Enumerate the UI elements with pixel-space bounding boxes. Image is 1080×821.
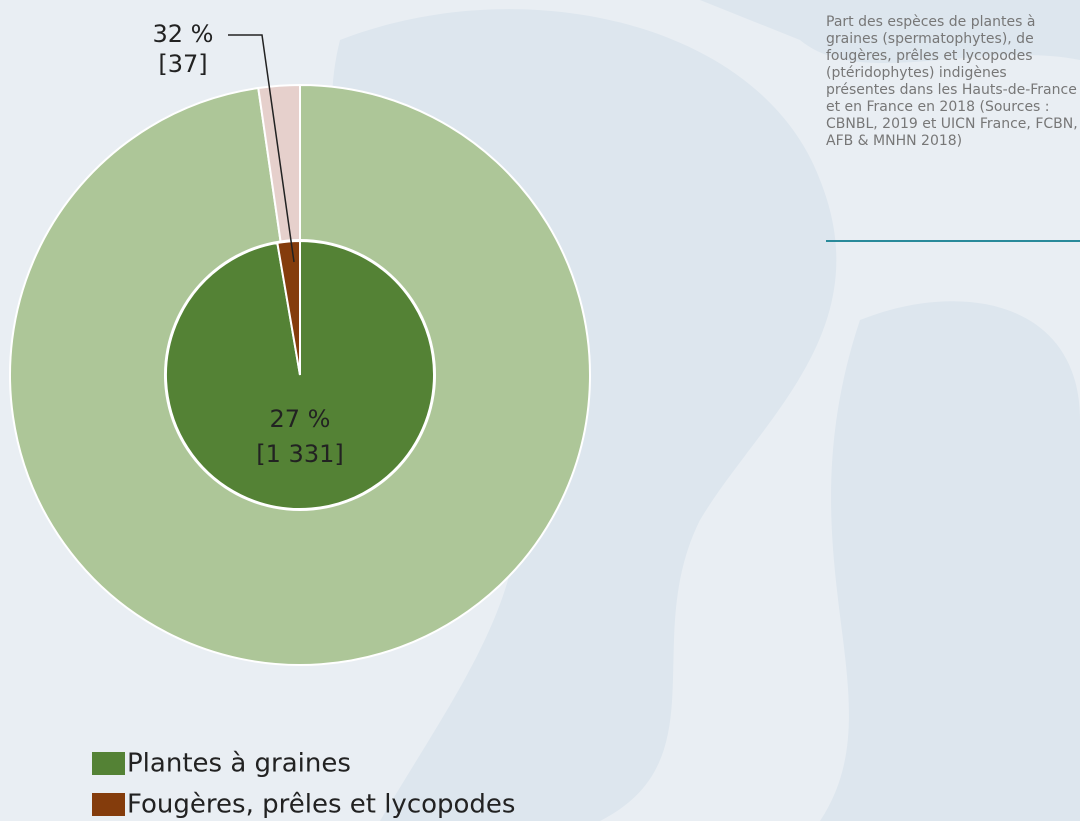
legend-label: Plantes à graines bbox=[127, 749, 351, 779]
share-label: 27 % bbox=[270, 405, 331, 433]
description: Part des espèces de plantes à graines (s… bbox=[826, 14, 1078, 149]
legend-swatch bbox=[92, 752, 125, 775]
divider bbox=[826, 240, 1080, 242]
legend-label: Fougères, prêles et lycopodes bbox=[127, 790, 515, 820]
legend-swatch bbox=[92, 793, 125, 816]
inner-slice bbox=[276, 239, 301, 376]
plot-area bbox=[9, 83, 591, 666]
value-label: [1 331] bbox=[256, 440, 343, 468]
legend: Plantes à graines Fougères, prêles et lyc… bbox=[92, 749, 515, 820]
share-label: 32 % bbox=[153, 20, 214, 48]
value-label: [37] bbox=[158, 50, 207, 78]
leader-line bbox=[228, 34, 295, 263]
